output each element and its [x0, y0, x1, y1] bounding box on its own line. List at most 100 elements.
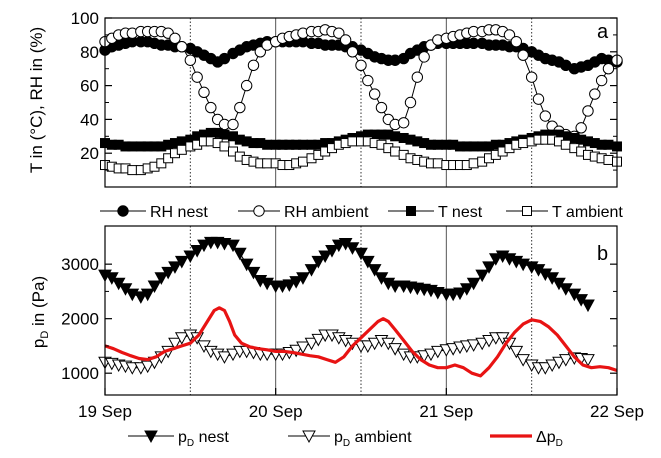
data-point [367, 264, 382, 277]
panel-b-series [98, 236, 618, 378]
legend-label-rest: ambient [350, 429, 412, 446]
data-point [169, 32, 181, 44]
data-point [466, 277, 481, 291]
data-point [318, 250, 333, 264]
data-point [174, 255, 189, 269]
legend-entry: ΔpD [490, 429, 563, 449]
legend-label: T nest [438, 204, 483, 221]
y-tick-label: 2000 [61, 310, 99, 329]
data-point [127, 165, 138, 176]
x-tick-label: 20 Sep [249, 402, 303, 421]
data-point [418, 51, 430, 63]
data-point [190, 245, 205, 258]
data-point [518, 138, 529, 149]
legend-label: pD ambient [334, 429, 412, 449]
y-tick-label: 60 [80, 77, 99, 96]
data-point [375, 101, 388, 114]
data-point [311, 255, 326, 269]
data-point [390, 146, 401, 157]
y-tick-label: 1000 [61, 364, 99, 383]
data-point [262, 158, 273, 169]
panel-b-y-axis-label-sub: D [39, 331, 51, 339]
data-point [161, 266, 175, 280]
series-2 [104, 306, 618, 378]
legend-label: RH ambient [284, 204, 369, 221]
data-point [234, 101, 246, 114]
data-point [552, 356, 566, 370]
legend-entry: pD nest [128, 429, 229, 449]
panel-a-legend: RH nest RH ambient T nest T ambient [100, 204, 623, 221]
legend-entry: RH nest [100, 204, 208, 221]
series-0 [98, 236, 595, 313]
panel-a-series [99, 24, 623, 176]
data-point [246, 266, 261, 280]
panel-a-label: a [597, 21, 609, 43]
legend-label-main: p [178, 429, 187, 446]
legend-label: ΔpD [536, 429, 563, 449]
data-point [347, 136, 358, 147]
data-point [545, 359, 559, 373]
data-point [247, 59, 260, 72]
data-point [354, 247, 368, 261]
data-point [228, 146, 238, 157]
data-point [368, 88, 381, 100]
data-point [360, 340, 375, 353]
data-point [333, 27, 345, 39]
legend-entry: T nest [388, 204, 483, 221]
data-point [198, 86, 210, 99]
data-point [262, 139, 273, 150]
series-line [104, 306, 618, 378]
x-tick-label: 22 Sep [590, 402, 644, 421]
data-point [482, 334, 496, 348]
data-point [226, 348, 240, 362]
y-tick-label: 80 [80, 43, 99, 62]
data-point [311, 333, 326, 347]
data-point [127, 141, 138, 152]
data-point [560, 139, 571, 150]
data-point [346, 46, 359, 58]
legend-marker [117, 205, 129, 217]
panel-a-y-axis-label: T in (°C), RH in (%) [27, 27, 46, 173]
data-point [525, 71, 538, 83]
legend-label-sub: D [343, 438, 350, 449]
data-point [297, 156, 308, 167]
legend-entry: RH ambient [238, 204, 369, 221]
panel-b-frame [104, 225, 618, 396]
data-point [226, 239, 240, 253]
legend-marker [253, 205, 265, 217]
data-point [184, 54, 197, 66]
panel-b-label: b [597, 243, 608, 265]
legend-marker [406, 206, 416, 216]
data-point [205, 101, 217, 114]
legend-label: T ambient [552, 204, 623, 221]
data-point [355, 59, 367, 72]
legend-entry: T ambient [506, 204, 623, 221]
data-point [154, 272, 169, 285]
data-point [367, 337, 382, 351]
data-point [240, 79, 253, 92]
data-point [289, 344, 303, 358]
data-point [297, 139, 308, 150]
data-point [390, 131, 401, 142]
data-point [282, 279, 297, 292]
data-point [482, 261, 496, 274]
data-point [602, 62, 615, 75]
legend-label-sub: D [556, 438, 563, 449]
y-tick-label: 3000 [61, 255, 99, 274]
data-point [174, 332, 189, 345]
legend-label: pD nest [178, 429, 229, 449]
data-point [459, 283, 474, 296]
data-point [509, 345, 524, 359]
data-point [183, 250, 198, 264]
legend-label-rest: nest [194, 429, 229, 446]
data-point [488, 253, 503, 266]
data-point [339, 34, 352, 46]
data-point [397, 117, 410, 129]
data-point [388, 280, 402, 294]
data-point [219, 129, 230, 140]
data-point [239, 258, 254, 272]
data-point [510, 35, 523, 48]
data-point [475, 337, 490, 351]
